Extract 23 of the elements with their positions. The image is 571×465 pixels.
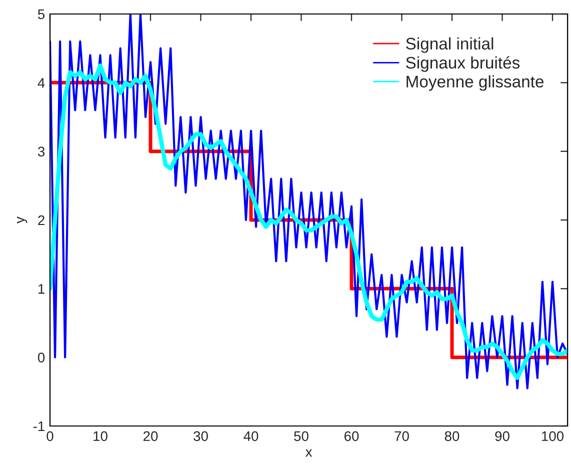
legend-label: Moyenne glissante <box>406 75 544 91</box>
x-tick-label: 90 <box>495 431 510 442</box>
x-tick-label: 10 <box>94 431 108 442</box>
x-tick-label: 50 <box>294 431 308 442</box>
y-tick-label: -1 <box>33 421 44 432</box>
x-tick-label: 70 <box>394 431 409 442</box>
x-tick-label: 60 <box>344 431 359 442</box>
y-tick-label: 0 <box>38 352 45 363</box>
legend-label: Signal initial <box>406 37 494 53</box>
x-tick-label: 20 <box>143 431 158 442</box>
y-tick-label: 3 <box>38 146 45 157</box>
x-axis-title: x <box>305 449 312 457</box>
x-tick-label: 40 <box>244 431 258 442</box>
x-tick-label: 30 <box>194 431 208 442</box>
y-tick-label: 2 <box>38 215 44 226</box>
legend-label: Signaux bruités <box>406 56 520 72</box>
y-tick-label: 5 <box>38 9 45 20</box>
x-tick-label: 100 <box>542 431 564 442</box>
y-tick-label: 1 <box>38 284 44 294</box>
y-axis-title: y <box>17 216 28 224</box>
y-tick-label: 4 <box>38 78 45 88</box>
x-tick-label: 0 <box>46 431 54 442</box>
x-tick-label: 80 <box>444 431 460 442</box>
